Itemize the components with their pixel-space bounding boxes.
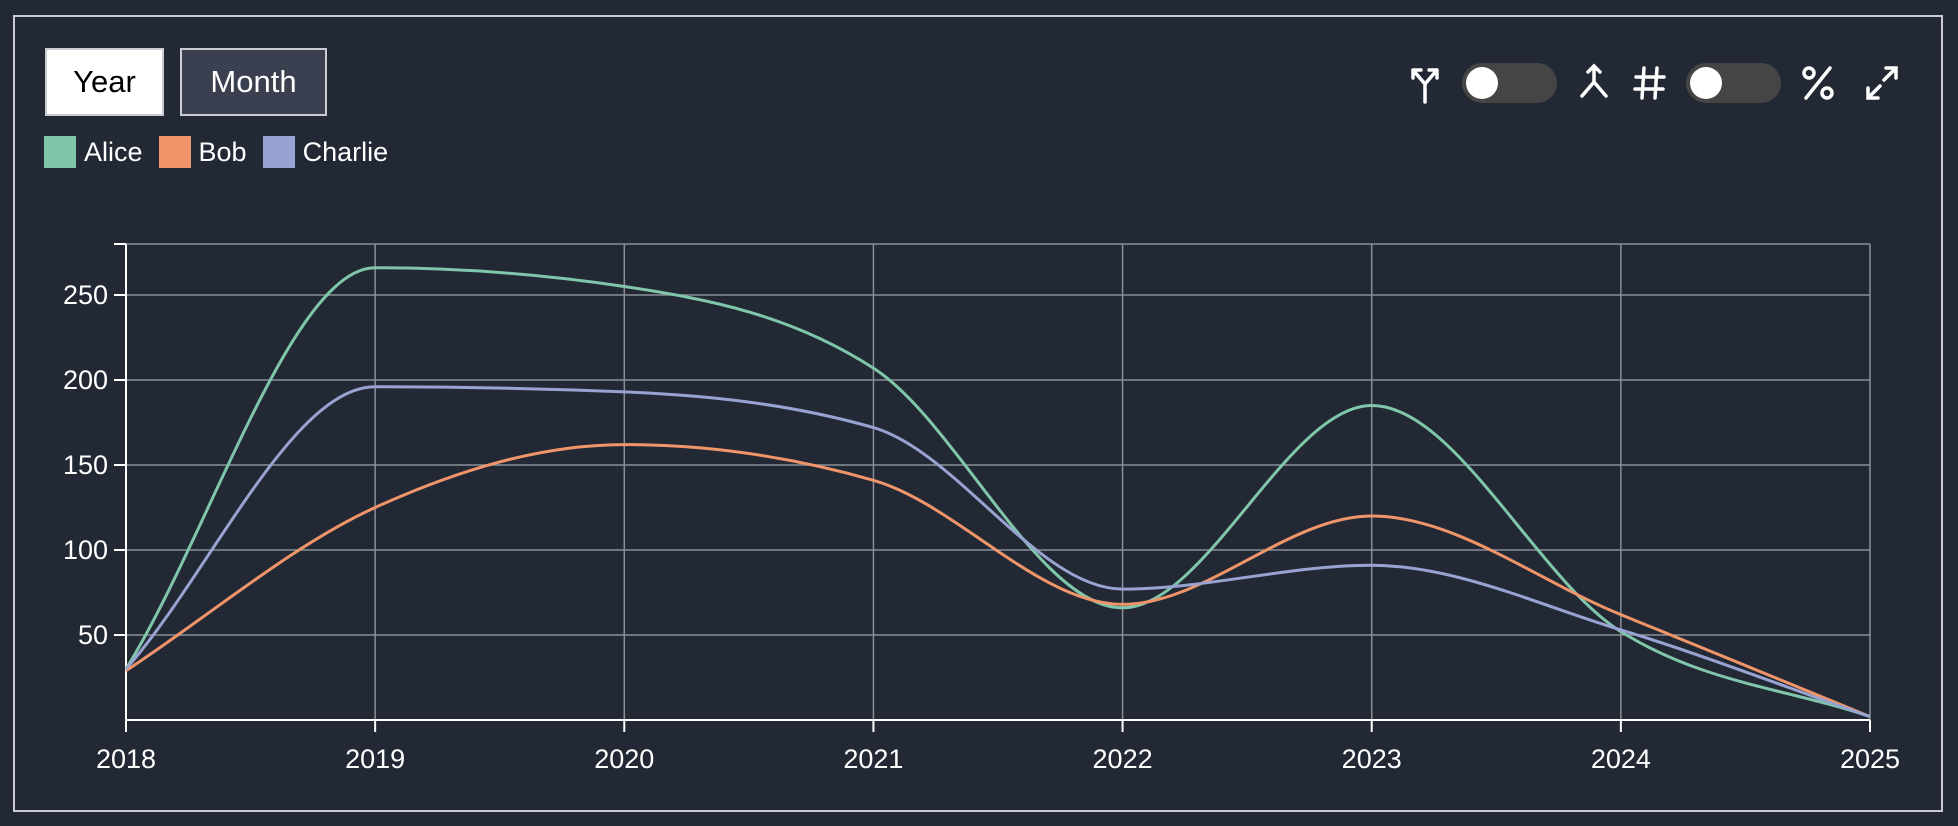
legend: Alice Bob Charlie (44, 136, 388, 168)
split-icon[interactable] (1405, 62, 1445, 104)
legend-item-bob[interactable]: Bob (158, 136, 247, 168)
y-tick-label: 50 (78, 620, 108, 650)
x-tick-label: 2024 (1591, 744, 1651, 774)
hash-icon[interactable] (1630, 62, 1670, 104)
split-toggle[interactable] (1462, 63, 1557, 103)
legend-label-bob: Bob (198, 136, 247, 167)
x-tick-label: 2018 (96, 744, 156, 774)
y-tick-label: 150 (63, 450, 108, 480)
x-tick-label: 2023 (1342, 744, 1402, 774)
merge-icon[interactable] (1574, 62, 1614, 104)
chart-lines (124, 266, 1871, 719)
legend-label-charlie: Charlie (302, 136, 389, 167)
x-tick-label: 2025 (1840, 744, 1900, 774)
y-tick-label: 100 (63, 535, 108, 565)
expand-icon[interactable] (1862, 62, 1902, 104)
legend-swatch-bob (158, 136, 191, 168)
month-button[interactable]: Month (180, 48, 327, 116)
legend-swatch-alice (44, 136, 76, 168)
y-tick-label: 250 (63, 280, 108, 310)
x-tick-label: 2019 (345, 744, 405, 774)
x-tick-label: 2020 (594, 744, 654, 774)
y-tick-label: 200 (63, 365, 108, 395)
legend-item-charlie[interactable]: Charlie (262, 136, 389, 168)
x-tick-label: 2021 (843, 744, 903, 774)
series-line-bob[interactable] (125, 443, 1871, 718)
chart-tick-labels: 50 100 150 200 250 2018 2019 2020 2021 2022 2023 20… (63, 280, 1900, 774)
chart-panel (13, 15, 1943, 812)
legend-label-alice: Alice (84, 136, 143, 167)
toggle-knob (1690, 67, 1722, 99)
chart-grid (125, 243, 1871, 720)
year-button[interactable]: Year (45, 48, 164, 116)
x-tick-label: 2022 (1093, 744, 1153, 774)
legend-item-alice[interactable]: Alice (44, 136, 143, 168)
legend-swatch-charlie (262, 136, 295, 168)
chart-axes (114, 243, 1871, 732)
percent-icon[interactable] (1798, 62, 1838, 104)
series-line-alice[interactable] (124, 266, 1871, 719)
series-line-charlie[interactable] (124, 385, 1871, 719)
toggle-knob (1466, 67, 1498, 99)
hash-toggle[interactable] (1686, 63, 1781, 103)
